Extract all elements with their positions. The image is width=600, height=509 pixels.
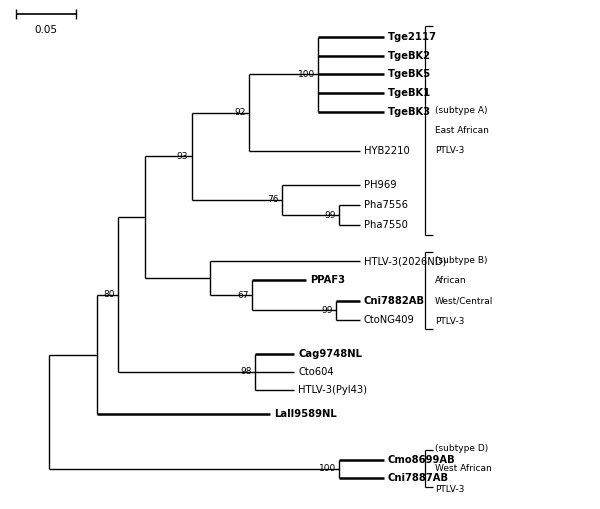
Text: PH969: PH969 — [364, 180, 397, 190]
Text: (subtype A): (subtype A) — [435, 106, 487, 115]
Text: LalI9589NL: LalI9589NL — [274, 409, 337, 419]
Text: 100: 100 — [319, 464, 336, 473]
Text: PPAF3: PPAF3 — [310, 275, 345, 286]
Text: Cag9748NL: Cag9748NL — [298, 349, 362, 359]
Text: African: African — [435, 276, 467, 285]
Text: Pha7556: Pha7556 — [364, 201, 408, 210]
Text: 99: 99 — [325, 211, 336, 220]
Text: 93: 93 — [176, 152, 188, 161]
Text: Cto604: Cto604 — [298, 367, 334, 377]
Text: TgeBK2: TgeBK2 — [388, 50, 431, 61]
Text: West African: West African — [435, 464, 492, 473]
Text: HTLV-3(Pyl43): HTLV-3(Pyl43) — [298, 385, 367, 395]
Text: TgeBK5: TgeBK5 — [388, 69, 431, 79]
Text: 0.05: 0.05 — [35, 25, 58, 35]
Text: PTLV-3: PTLV-3 — [435, 485, 464, 494]
Text: PTLV-3: PTLV-3 — [435, 146, 464, 155]
Text: Cmo8699AB: Cmo8699AB — [388, 455, 455, 465]
Text: HYB2210: HYB2210 — [364, 146, 410, 156]
Text: Tge2117: Tge2117 — [388, 32, 437, 42]
Text: TgeBK1: TgeBK1 — [388, 88, 431, 98]
Text: 98: 98 — [241, 367, 252, 377]
Text: (subtype B): (subtype B) — [435, 256, 487, 265]
Text: CtoNG409: CtoNG409 — [364, 315, 415, 325]
Text: East African: East African — [435, 126, 489, 135]
Text: HTLV-3(2026ND): HTLV-3(2026ND) — [364, 256, 446, 266]
Text: 92: 92 — [235, 108, 246, 117]
Text: Cni7887AB: Cni7887AB — [388, 473, 449, 483]
Text: Cni7882AB: Cni7882AB — [364, 296, 425, 305]
Text: 80: 80 — [103, 290, 115, 299]
Text: TgeBK3: TgeBK3 — [388, 107, 431, 117]
Text: Pha7550: Pha7550 — [364, 220, 408, 230]
Text: 100: 100 — [298, 70, 315, 79]
Text: (subtype D): (subtype D) — [435, 444, 488, 453]
Text: PTLV-3: PTLV-3 — [435, 317, 464, 326]
Text: 67: 67 — [238, 291, 249, 300]
Text: 99: 99 — [322, 306, 333, 315]
Text: West/Central: West/Central — [435, 296, 493, 305]
Text: 76: 76 — [268, 195, 279, 205]
